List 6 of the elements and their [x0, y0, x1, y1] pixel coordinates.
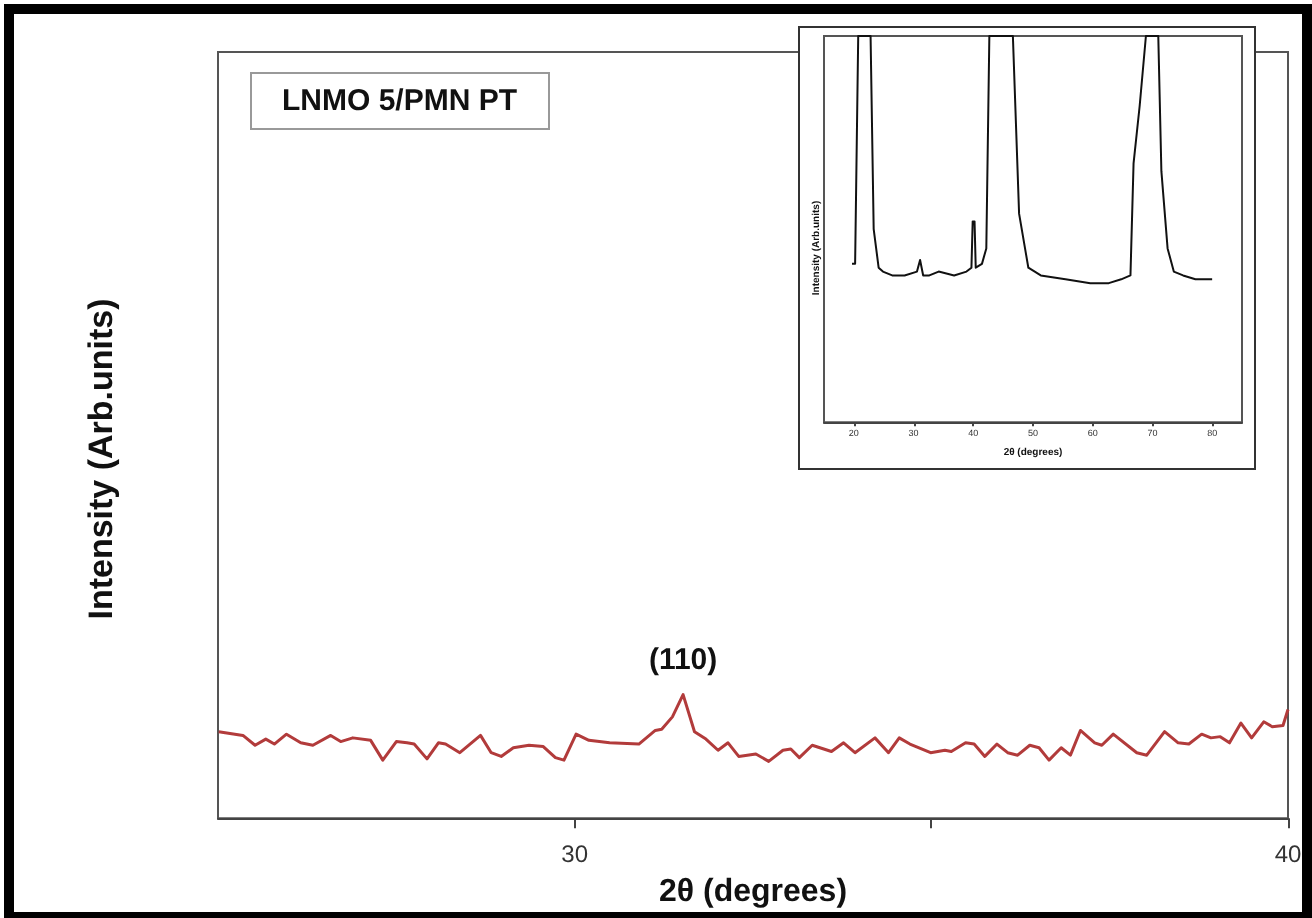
y-axis-title: Intensity (Arb.units) [82, 298, 120, 620]
x-tick-label: 30 [561, 840, 589, 869]
x-tick-label: 40 [1274, 840, 1302, 869]
annotation: (110) [648, 642, 718, 677]
x-axis-title: 2θ (degrees) [658, 875, 848, 909]
text: LNMO 5/PMN PT [282, 84, 518, 118]
